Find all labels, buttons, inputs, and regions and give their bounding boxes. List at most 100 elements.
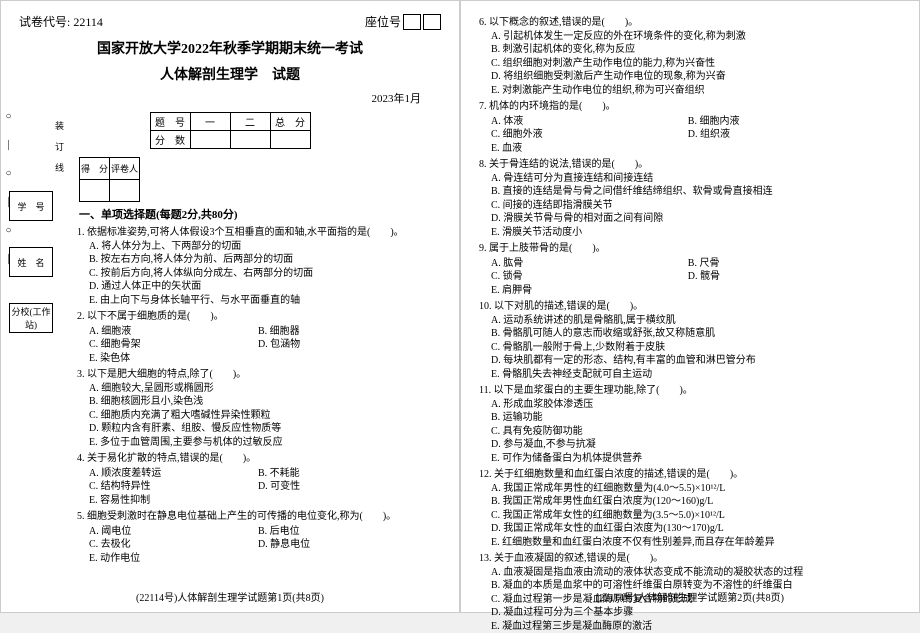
q13-a: A. 血液凝固是指血液由流动的液体状态变成不能流动的凝胶状态的过程 xyxy=(491,566,901,580)
q3-a: A. 细胞较大,呈圆形或椭圆形 xyxy=(89,382,441,396)
q7-stem: 7. 机体的内环境指的是( )。 xyxy=(479,100,901,114)
q4-e: E. 容易性抑制 xyxy=(89,494,258,508)
grade-table: 得 分 评卷人 xyxy=(79,157,140,202)
q3: 3. 以下是肥大细胞的特点,除了( )。 A. 细胞较大,呈圆形或椭圆形 B. … xyxy=(77,368,441,449)
q9-c: C. 锁骨 xyxy=(491,270,688,284)
footer-p1: (22114号)人体解剖生理学试题第1页(共8页) xyxy=(1,589,459,604)
q2-stem: 2. 以下不属于细胞质的是( )。 xyxy=(77,310,441,324)
q2-d: D. 包涵物 xyxy=(258,338,427,352)
q6-c: C. 组织细胞对刺激产生动作电位的能力,称为兴奋性 xyxy=(491,57,901,71)
q4-d: D. 可变性 xyxy=(258,480,427,494)
q9-stem: 9. 属于上肢带骨的是( )。 xyxy=(479,242,901,256)
q1-d: D. 通过人体正中的矢状面 xyxy=(89,280,441,294)
footer-p2: (22114号)人体解剖生理学试题第2页(共8页) xyxy=(461,589,919,604)
q7-d: D. 组织液 xyxy=(688,128,885,142)
page-2: 6. 以下概念的叙述,错误的是( )。 A. 引起机体发生一定反应的外在环境条件… xyxy=(460,0,920,613)
q1: 1. 依据标准姿势,可将人体假设3个互相垂直的面和轴,水平面指的是( )。 A.… xyxy=(77,226,441,307)
q2: 2. 以下不属于细胞质的是( )。 A. 细胞液 B. 细胞器 C. 细胞骨架 … xyxy=(77,310,441,365)
school-box: 分校(工作站) xyxy=(9,303,53,333)
q11-c: C. 具有免疫防御功能 xyxy=(491,425,901,439)
q7-c: C. 细胞外液 xyxy=(491,128,688,142)
q10-c: C. 骨骼肌一般附于骨上,少数附着于皮肤 xyxy=(491,341,901,355)
q3-d: D. 颗粒内含有肝素、组胺、慢反应性物质等 xyxy=(89,422,441,436)
q9-b: B. 尺骨 xyxy=(688,257,885,271)
q7-b: B. 细胞内液 xyxy=(688,115,885,129)
q2-e: E. 染色体 xyxy=(89,352,258,366)
score-h1: 题 号 xyxy=(150,113,190,131)
q12-b: B. 我国正常成年男性血红蛋白浓度为(120～160)g/L xyxy=(491,495,901,509)
q4-stem: 4. 关于易化扩散的特点,错误的是( )。 xyxy=(77,452,441,466)
q8-a: A. 骨连结可分为直接连结和间接连结 xyxy=(491,172,901,186)
q5-a: A. 阈电位 xyxy=(89,525,258,539)
seat-box-2 xyxy=(423,14,441,30)
content-page1: 1. 依据标准姿势,可将人体假设3个互相垂直的面和轴,水平面指的是( )。 A.… xyxy=(77,226,441,565)
q11-d: D. 参与凝血,不参与抗凝 xyxy=(491,438,901,452)
grade-b: 评卷人 xyxy=(110,158,140,180)
score-h2: 分 数 xyxy=(150,131,190,149)
q10-a: A. 运动系统讲述的肌是骨骼肌,属于横纹肌 xyxy=(491,314,901,328)
q9-d: D. 髋骨 xyxy=(688,270,885,284)
score-c2: 二 xyxy=(230,113,270,131)
seat-box-1 xyxy=(403,14,421,30)
q4-a: A. 顺浓度差转运 xyxy=(89,467,258,481)
subject-title: 人体解剖生理学 试题 xyxy=(19,64,441,84)
paper-code-value: 22114 xyxy=(73,15,103,29)
page-1: ○―○―○― 装订线 试卷代号: 22114 座位号 国家开放大学2022年秋季… xyxy=(0,0,460,613)
university-title: 国家开放大学2022年秋季学期期末统一考试 xyxy=(19,38,441,58)
q12-d: D. 我国正常成年女性的血红蛋白浓度为(130～170)g/L xyxy=(491,522,901,536)
q1-c: C. 按前后方向,将人体纵向分成左、右两部分的切面 xyxy=(89,267,441,281)
q10-b: B. 骨骼肌可随人的意志而收缩或舒张,故又称随意肌 xyxy=(491,327,901,341)
q12-e: E. 红细胞数量和血红蛋白浓度不仅有性别差异,而且存在年龄差异 xyxy=(491,536,901,550)
seat-number: 座位号 xyxy=(365,13,441,30)
q10-d: D. 每块肌都有一定的形态、结构,有丰富的血管和淋巴管分布 xyxy=(491,354,901,368)
q10: 10. 以下对肌的描述,错误的是( )。 A. 运动系统讲述的肌是骨骼肌,属于横… xyxy=(479,300,901,381)
q6-e: E. 对刺激能产生动作电位的组织,称为可兴奋组织 xyxy=(491,84,901,98)
q4: 4. 关于易化扩散的特点,错误的是( )。 A. 顺浓度差转运 B. 不耗能 C… xyxy=(77,452,441,507)
q7-a: A. 体液 xyxy=(491,115,688,129)
score-c3: 总 分 xyxy=(270,113,310,131)
q4-b: B. 不耗能 xyxy=(258,467,427,481)
q8: 8. 关于骨连结的说法,错误的是( )。 A. 骨连结可分为直接连结和间接连结 … xyxy=(479,158,901,239)
student-id-box: 学 号 xyxy=(9,191,53,221)
q3-stem: 3. 以下是肥大细胞的特点,除了( )。 xyxy=(77,368,441,382)
q1-a: A. 将人体分为上、下两部分的切面 xyxy=(89,240,441,254)
grade-e1 xyxy=(80,180,110,202)
section-1-title: 一、单项选择题(每题2分,共80分) xyxy=(79,206,441,222)
score-table: 题 号 一 二 总 分 分 数 xyxy=(150,112,311,149)
q1-stem: 1. 依据标准姿势,可将人体假设3个互相垂直的面和轴,水平面指的是( )。 xyxy=(77,226,441,240)
q11: 11. 以下是血浆蛋白的主要生理功能,除了( )。 A. 形成血浆胶体渗透压 B… xyxy=(479,384,901,465)
q8-c: C. 间接的连结即指滑膜关节 xyxy=(491,199,901,213)
q5-stem: 5. 细胞受刺激时在静息电位基础上产生的可传播的电位变化,称为( )。 xyxy=(77,510,441,524)
q5-b: B. 后电位 xyxy=(258,525,427,539)
q9-a: A. 肱骨 xyxy=(491,257,688,271)
q8-e: E. 滑膜关节活动度小 xyxy=(491,226,901,240)
seat-label: 座位号 xyxy=(365,13,401,30)
q2-a: A. 细胞液 xyxy=(89,325,258,339)
q3-e: E. 多位于血管周围,主要参与机体的过敏反应 xyxy=(89,436,441,450)
q5-d: D. 静息电位 xyxy=(258,538,427,552)
q2-c: C. 细胞骨架 xyxy=(89,338,258,352)
q5-c: C. 去极化 xyxy=(89,538,258,552)
score-e3 xyxy=(270,131,310,149)
q10-e: E. 骨骼肌失去神经支配就可自主运动 xyxy=(491,368,901,382)
q3-c: C. 细胞质内充满了粗大嗜碱性异染性颗粒 xyxy=(89,409,441,423)
binding-line-text: 装订线 xyxy=(53,121,66,184)
q13-e: E. 凝血过程第三步是凝血酶原的激活 xyxy=(491,620,901,633)
q1-e: E. 由上向下与身体长轴平行、与水平面垂直的轴 xyxy=(89,294,441,308)
q12-stem: 12. 关于红细胞数量和血红蛋白浓度的描述,错误的是( )。 xyxy=(479,468,901,482)
q13-stem: 13. 关于血液凝固的叙述,错误的是( )。 xyxy=(479,552,901,566)
q5-e: E. 动作电位 xyxy=(89,552,258,566)
q12-a: A. 我国正常成年男性的红细胞数量为(4.0～5.5)×10¹²/L xyxy=(491,482,901,496)
q7-e: E. 血液 xyxy=(491,142,688,156)
q2-b: B. 细胞器 xyxy=(258,325,427,339)
q8-b: B. 直接的连结是骨与骨之间借纤维结缔组织、软骨或骨直接相连 xyxy=(491,185,901,199)
q6-stem: 6. 以下概念的叙述,错误的是( )。 xyxy=(479,16,901,30)
grade-a: 得 分 xyxy=(80,158,110,180)
q8-d: D. 滑膜关节骨与骨的相对面之间有间隙 xyxy=(491,212,901,226)
q9-e: E. 肩胛骨 xyxy=(491,284,688,298)
q1-b: B. 按左右方向,将人体分为前、后两部分的切面 xyxy=(89,253,441,267)
paper-code-label: 试卷代号: xyxy=(19,15,70,29)
q6-b: B. 刺激引起机体的变化,称为反应 xyxy=(491,43,901,57)
q6-d: D. 将组织细胞受刺激后产生动作电位的现象,称为兴奋 xyxy=(491,70,901,84)
grade-e2 xyxy=(110,180,140,202)
